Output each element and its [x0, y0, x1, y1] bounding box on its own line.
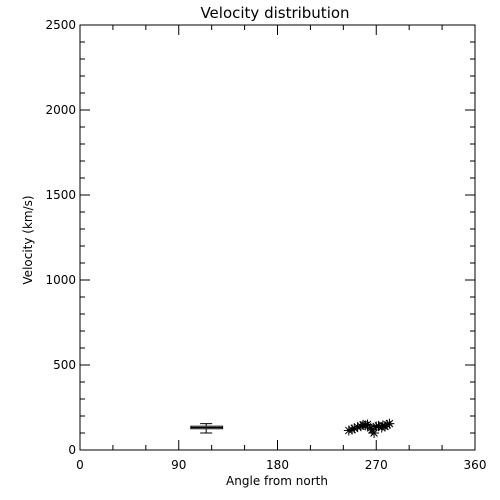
y-tick-label: 2500: [45, 18, 76, 32]
x-tick-label: 180: [266, 458, 289, 472]
x-tick-label: 270: [365, 458, 388, 472]
asterisk-stroke: [368, 426, 376, 434]
x-axis-label: Angle from north: [226, 474, 328, 488]
axis-ticks: 0 90 180 270 360 0 500 1000 1500 2000 2500: [45, 18, 486, 472]
y-tick-label: 0: [68, 443, 76, 457]
y-tick-label: 1500: [45, 188, 76, 202]
y-tick-label: 500: [53, 358, 76, 372]
y-axis-label: Velocity (km/s): [21, 195, 35, 284]
plot-area-frame: [79, 24, 476, 451]
box-marker: [190, 423, 224, 434]
asterisk-point: [384, 418, 395, 429]
data-points: [190, 418, 395, 438]
asterisk-point: [369, 428, 380, 438]
y-tick-label: 1000: [45, 273, 76, 287]
x-tick-label: 0: [76, 458, 84, 472]
x-tick-label: 360: [464, 458, 487, 472]
y-tick-label: 2000: [45, 103, 76, 117]
asterisk-stroke: [385, 419, 394, 428]
chart-title: Velocity distribution: [200, 4, 349, 22]
x-tick-label: 90: [171, 458, 186, 472]
